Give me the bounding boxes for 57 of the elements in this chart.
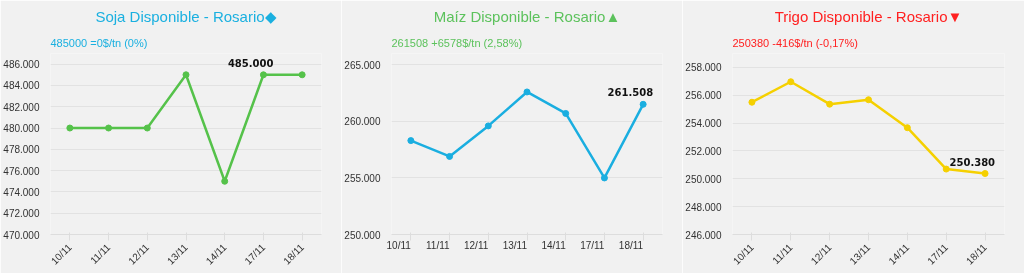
point bbox=[826, 100, 834, 108]
chart-subtitle: 485000 =0$/tn (0%) bbox=[50, 36, 148, 49]
x-tick-label: 14/11 bbox=[541, 240, 567, 251]
y-tick-label: 476.000 bbox=[3, 165, 40, 177]
point bbox=[787, 78, 795, 86]
y-tick-label: 250.000 bbox=[344, 229, 381, 241]
y-tick-label: 480.000 bbox=[3, 123, 40, 135]
y-tick-label: 474.000 bbox=[3, 186, 40, 198]
y-tick-label: 472.000 bbox=[3, 208, 40, 220]
y-tick-label: 484.000 bbox=[3, 80, 40, 92]
chart-title: Trigo Disponible - Rosario▼ bbox=[774, 7, 963, 25]
point bbox=[523, 88, 531, 96]
y-tick-label: 478.000 bbox=[3, 144, 40, 156]
chart-subtitle: 250380 -416$/tn (-0,17%) bbox=[732, 36, 858, 49]
data-label: 250.380 bbox=[949, 156, 996, 168]
point bbox=[105, 124, 113, 132]
chart-subtitle: 261508 +6578$/tn (2,58%) bbox=[391, 36, 523, 49]
x-tick-label: 11/11 bbox=[426, 240, 451, 251]
point bbox=[182, 71, 190, 79]
point bbox=[865, 96, 872, 104]
y-tick-label: 250.000 bbox=[685, 173, 722, 185]
point bbox=[903, 124, 911, 132]
x-tick-label: 17/11 bbox=[580, 240, 605, 251]
point bbox=[143, 124, 151, 132]
y-tick-label: 252.000 bbox=[685, 145, 722, 157]
x-tick-label: 13/11 bbox=[502, 240, 528, 251]
y-tick-label: 260.000 bbox=[344, 116, 381, 128]
point bbox=[66, 124, 74, 132]
point bbox=[221, 177, 229, 185]
x-tick-label: 18/11 bbox=[618, 240, 644, 251]
y-tick-label: 254.000 bbox=[685, 118, 722, 130]
point bbox=[484, 122, 492, 130]
point bbox=[562, 109, 570, 117]
y-tick-label: 255.000 bbox=[344, 172, 381, 184]
y-tick-label: 265.000 bbox=[344, 59, 381, 71]
chart-title: Soja Disponible - Rosario◆ bbox=[95, 7, 277, 25]
point bbox=[639, 100, 647, 108]
point bbox=[748, 98, 756, 106]
point bbox=[600, 174, 608, 182]
point bbox=[259, 71, 267, 79]
y-tick-label: 246.000 bbox=[685, 229, 722, 241]
x-tick-label: 12/11 bbox=[464, 240, 489, 251]
y-tick-label: 258.000 bbox=[685, 62, 722, 74]
y-tick-label: 470.000 bbox=[3, 229, 40, 241]
point bbox=[942, 165, 950, 173]
point bbox=[407, 137, 415, 145]
y-tick-label: 482.000 bbox=[3, 101, 40, 113]
y-tick-label: 486.000 bbox=[3, 59, 40, 71]
point bbox=[446, 152, 454, 160]
x-tick-label: 10/11 bbox=[386, 240, 412, 251]
y-tick-label: 248.000 bbox=[685, 201, 722, 213]
point bbox=[298, 71, 306, 79]
data-label: 485.000 bbox=[227, 57, 274, 69]
data-label: 261.508 bbox=[607, 87, 654, 99]
point bbox=[981, 170, 989, 178]
y-tick-label: 256.000 bbox=[685, 90, 722, 102]
chart-title: Maíz Disponible - Rosario▲ bbox=[433, 7, 621, 25]
